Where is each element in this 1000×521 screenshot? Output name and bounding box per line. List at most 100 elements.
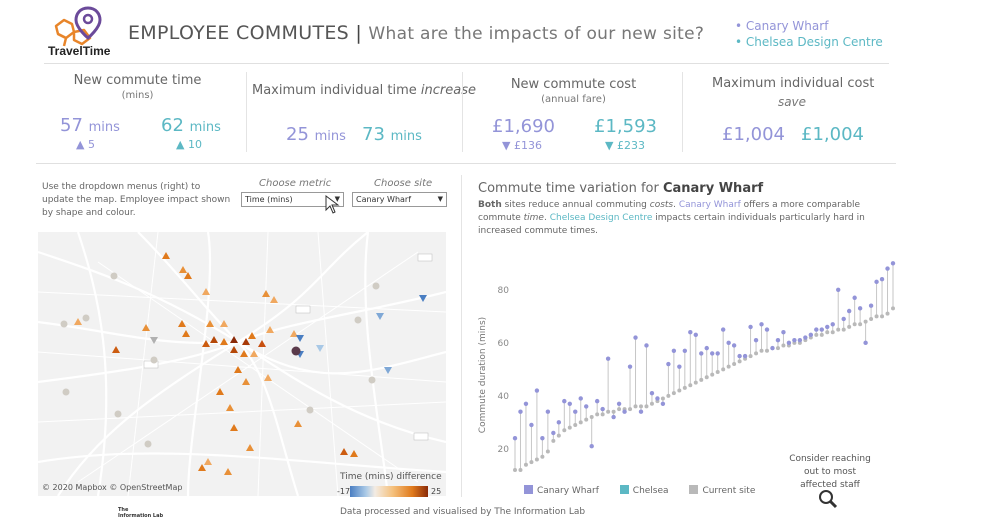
canary-wharf-point <box>677 364 682 369</box>
employee-marker-decrease[interactable] <box>376 313 384 320</box>
employee-marker-increase[interactable] <box>198 464 206 471</box>
employee-marker-increase[interactable] <box>210 336 218 343</box>
employee-marker-increase[interactable] <box>294 420 302 427</box>
employee-marker-unchanged[interactable] <box>60 320 68 328</box>
site-dropdown[interactable]: Canary Wharf ▼ <box>352 192 447 207</box>
employee-marker-unchanged[interactable] <box>62 388 70 396</box>
employee-marker-increase[interactable] <box>226 404 234 411</box>
employee-marker-increase[interactable] <box>74 318 82 325</box>
employee-marker-unchanged[interactable] <box>354 316 362 324</box>
legend-item-current[interactable]: Current site <box>689 485 755 496</box>
title-separator: | <box>355 22 363 44</box>
current-site-point <box>529 460 534 465</box>
canary-wharf-point <box>616 401 622 406</box>
title-main: EMPLOYEE COMMUTES <box>128 22 350 44</box>
employee-marker-increase[interactable] <box>220 338 228 345</box>
employee-marker-increase[interactable] <box>242 378 250 385</box>
employee-marker-increase[interactable] <box>220 320 228 327</box>
commute-dumbbell-chart[interactable]: Commute duration (mins) 20 40 60 80 <box>475 250 1000 500</box>
employee-marker-increase[interactable] <box>206 320 214 327</box>
employee-marker-increase[interactable] <box>262 290 270 297</box>
legend-swatch <box>619 485 629 494</box>
employee-marker-decrease[interactable] <box>316 345 324 352</box>
employee-marker-increase[interactable] <box>258 340 266 347</box>
employee-marker-increase[interactable] <box>350 450 358 457</box>
canary-wharf-point <box>660 401 666 406</box>
employee-marker-increase[interactable] <box>216 388 224 395</box>
legend-item-chelsea[interactable]: Chelsea <box>619 485 669 496</box>
canary-wharf-point <box>627 364 633 369</box>
employee-marker-increase[interactable] <box>178 320 186 327</box>
current-site-point <box>737 359 742 364</box>
employee-marker-increase[interactable] <box>184 272 192 279</box>
employee-marker-increase[interactable] <box>162 252 170 259</box>
traveltime-logo <box>54 6 102 47</box>
employee-marker-unchanged[interactable] <box>368 376 376 384</box>
logo-text: TravelTime <box>48 44 111 58</box>
canary-wharf-point <box>819 327 824 332</box>
employee-marker-increase[interactable] <box>290 330 298 337</box>
employee-marker-increase[interactable] <box>230 424 238 431</box>
legend-chelsea-design-centre[interactable]: • Chelsea Design Centre <box>735 35 883 49</box>
employee-marker-decrease[interactable] <box>419 295 427 302</box>
canary-wharf-point <box>518 409 523 414</box>
employee-marker-increase[interactable] <box>179 266 187 273</box>
current-site-point <box>617 407 622 412</box>
employee-marker-increase[interactable] <box>142 324 150 331</box>
employee-marker-increase[interactable] <box>250 350 258 357</box>
employee-marker-increase[interactable] <box>230 336 238 343</box>
employee-marker-unchanged[interactable] <box>82 314 90 322</box>
employee-map[interactable] <box>38 232 446 496</box>
kpi-divider <box>246 72 247 152</box>
legend-canary-wharf[interactable]: • Canary Wharf <box>735 19 829 33</box>
employee-marker-increase[interactable] <box>230 346 238 353</box>
magnifier-icon[interactable] <box>818 489 838 509</box>
employee-marker-unchanged[interactable] <box>144 440 152 448</box>
site-legend: • Canary Wharf • Chelsea Design Centre <box>735 18 883 50</box>
kpi-divider-bottom <box>36 163 896 164</box>
canary-wharf-point <box>797 337 803 343</box>
employee-marker-increase[interactable] <box>224 468 232 475</box>
employee-marker-increase[interactable] <box>240 350 248 357</box>
kpi-max-time-chelsea: 73 mins <box>362 124 422 145</box>
canary-wharf-point <box>720 327 726 332</box>
chevron-down-icon: ▼ <box>334 195 340 203</box>
employee-marker-increase[interactable] <box>270 296 278 303</box>
employee-marker-unchanged[interactable] <box>372 282 380 290</box>
employee-marker-decrease[interactable] <box>150 337 158 344</box>
new-site-marker[interactable] <box>291 346 301 356</box>
employee-marker-increase[interactable] <box>264 374 272 381</box>
employee-marker-increase[interactable] <box>340 448 348 455</box>
employee-marker-increase[interactable] <box>202 288 210 295</box>
employee-marker-unchanged[interactable] <box>110 272 118 280</box>
map-canvas[interactable] <box>38 232 446 496</box>
page-title: EMPLOYEE COMMUTES | What are the impacts… <box>128 22 704 44</box>
employee-marker-increase[interactable] <box>266 326 274 333</box>
canary-wharf-point <box>775 337 781 343</box>
employee-marker-unchanged[interactable] <box>306 406 314 414</box>
employee-marker-increase[interactable] <box>202 340 210 347</box>
employee-marker-increase[interactable] <box>234 366 242 373</box>
kpi-commute-cost-canary-delta: ▼ £136 <box>502 139 542 152</box>
employee-marker-increase[interactable] <box>248 332 256 339</box>
title-subtitle: What are the impacts of our new site? <box>368 24 705 44</box>
canary-wharf-point <box>545 409 551 414</box>
employee-marker-increase[interactable] <box>242 338 250 345</box>
current-site-point <box>781 343 786 348</box>
employee-marker-unchanged[interactable] <box>114 410 122 418</box>
current-site-point <box>660 396 665 401</box>
current-site-point <box>589 415 594 420</box>
employee-marker-decrease[interactable] <box>384 367 392 374</box>
employee-marker-decrease[interactable] <box>296 335 304 342</box>
current-site-point <box>847 324 852 329</box>
employee-marker-increase[interactable] <box>204 458 212 465</box>
employee-marker-unchanged[interactable] <box>150 356 158 364</box>
employee-marker-increase[interactable] <box>112 346 120 353</box>
legend-item-canary[interactable]: Canary Wharf <box>524 485 599 496</box>
canary-wharf-point <box>808 332 814 338</box>
employee-marker-increase[interactable] <box>182 330 190 337</box>
employee-marker-increase[interactable] <box>246 444 254 451</box>
kpi-commute-time-canary: 57 mins <box>60 115 120 136</box>
metric-dropdown[interactable]: Time (mins) ▼ <box>241 192 344 207</box>
current-site-point <box>518 468 523 473</box>
